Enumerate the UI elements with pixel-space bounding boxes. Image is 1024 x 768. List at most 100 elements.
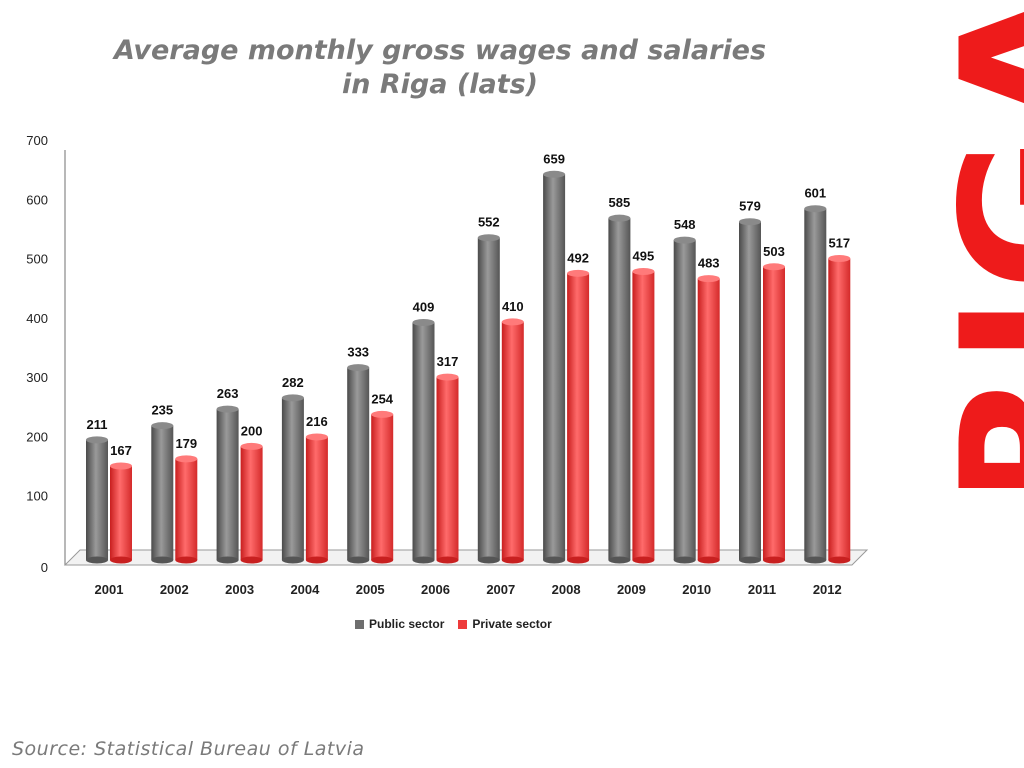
bar-public [151,425,174,560]
x-tick-label: 2004 [290,582,320,597]
bar-private [175,458,198,560]
bar-private [436,377,459,560]
data-label-public: 548 [674,217,696,232]
bar-base-public [543,556,566,564]
bar-public [739,221,761,560]
bar-public [347,367,370,560]
bar-base-private [175,556,198,564]
bar-public [412,322,435,560]
bar-private [501,321,524,560]
data-label-private: 179 [175,436,197,451]
bar-public [673,240,696,560]
y-tick-label: 600 [26,192,48,207]
x-tick-label: 2010 [682,582,711,597]
y-tick-label: 100 [26,489,48,504]
bar-base-private [632,556,655,564]
bar-cap-public [608,214,631,222]
data-label-private: 410 [502,299,524,314]
x-tick-label: 2002 [160,582,189,597]
bar-base-private [240,556,263,564]
bar-base-public [412,556,435,564]
bar-base-private [567,556,590,564]
bar-private [110,465,132,560]
bar-public [543,174,566,561]
data-label-public: 579 [739,199,761,214]
bar-private [240,446,263,560]
data-label-private: 483 [698,256,720,271]
bar-cap-private [240,442,263,450]
bar-base-public [477,556,500,564]
data-label-public: 263 [217,386,239,401]
bar-cap-private [175,455,198,463]
bar-base-public [347,556,370,564]
legend-label-public: Public sector [369,617,445,631]
x-tick-label: 2011 [748,582,776,597]
bar-private [305,436,328,560]
data-label-public: 552 [478,215,500,230]
bar-public [86,439,108,560]
bar-cap-private [697,275,720,283]
data-label-private: 216 [306,414,328,429]
bar-public [608,218,631,560]
bar-cap-private [763,263,785,271]
x-tick-label: 2009 [617,582,646,597]
bar-cap-public [412,319,435,327]
y-tick-label: 0 [41,560,48,575]
bar-base-public [673,556,696,564]
bar-base-private [697,556,720,564]
data-label-private: 200 [241,423,263,438]
bar-base-private [828,556,851,564]
bar-private [371,414,394,560]
source-note: Source: Statistical Bureau of Latvia [12,738,365,760]
bar-base-public [216,556,239,564]
bar-cap-public [216,405,239,413]
bar-cap-private [371,410,394,418]
bar-private [697,278,720,560]
legend-item-public: Public sector [355,617,444,631]
x-tick-label: 2007 [486,582,515,597]
bar-private [763,266,785,560]
bar-base-private [501,556,524,564]
bar-base-private [763,556,785,564]
riga-logo-text: RIGA [921,8,1024,488]
x-tick-label: 2006 [421,582,450,597]
data-label-public: 601 [804,186,826,201]
y-tick-label: 400 [26,311,48,326]
data-label-public: 585 [609,195,631,210]
data-label-private: 517 [828,235,850,250]
bar-base-public [739,556,761,564]
bar-base-private [371,556,394,564]
legend: Public sector Private sector [355,617,552,631]
bar-base-private [110,556,132,564]
data-label-public: 211 [87,417,108,432]
data-label-public: 333 [347,345,369,360]
data-label-public: 659 [543,151,565,166]
x-tick-label: 2012 [813,582,842,597]
bar-base-private [436,556,459,564]
bar-base-public [86,556,108,564]
bar-base-public [804,556,827,564]
legend-item-private: Private sector [458,617,552,631]
bar-cap-public [543,170,566,178]
bar-cap-public [151,422,174,430]
bar-base-public [608,556,631,564]
riga-logo: RIGA [892,8,1024,488]
bar-public [216,409,239,560]
bar-cap-public [739,218,761,226]
bar-cap-private [436,373,459,381]
data-label-public: 409 [413,300,435,315]
bar-cap-public [281,394,304,402]
bar-public [281,397,304,560]
bar-cap-public [673,236,696,244]
x-tick-label: 2005 [356,582,385,597]
bar-base-private [305,556,328,564]
x-axis-floor [63,549,869,566]
bar-base-public [281,556,304,564]
chart-title-line-1: Average monthly gross wages and salaries [113,35,767,66]
legend-swatch-public [355,619,364,629]
bar-cap-public [477,234,500,242]
data-label-private: 167 [110,443,132,458]
x-tick-label: 2003 [225,582,254,597]
data-label-private: 503 [763,244,785,259]
